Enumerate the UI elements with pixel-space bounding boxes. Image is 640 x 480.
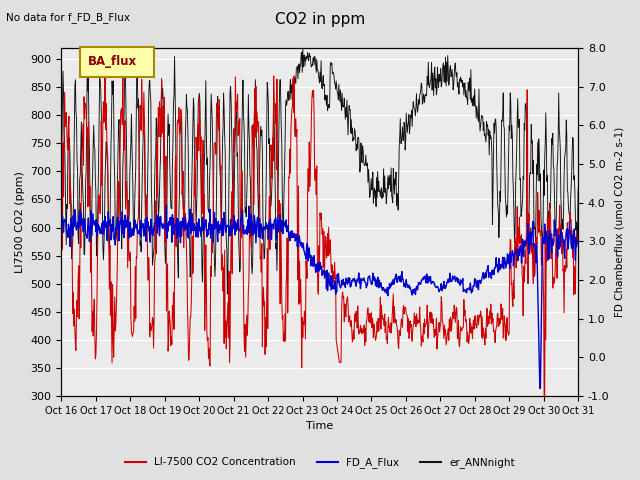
Text: BA_flux: BA_flux [88,55,138,68]
Y-axis label: LI7500 CO2 (ppm): LI7500 CO2 (ppm) [15,171,25,273]
Text: No data for f_FD_B_Flux: No data for f_FD_B_Flux [6,12,131,23]
X-axis label: Time: Time [306,421,333,432]
Text: CO2 in ppm: CO2 in ppm [275,12,365,27]
Legend: LI-7500 CO2 Concentration, FD_A_Flux, er_ANNnight: LI-7500 CO2 Concentration, FD_A_Flux, er… [121,453,519,472]
Y-axis label: FD Chamberflux (umol CO2 m-2 s-1): FD Chamberflux (umol CO2 m-2 s-1) [615,127,625,317]
